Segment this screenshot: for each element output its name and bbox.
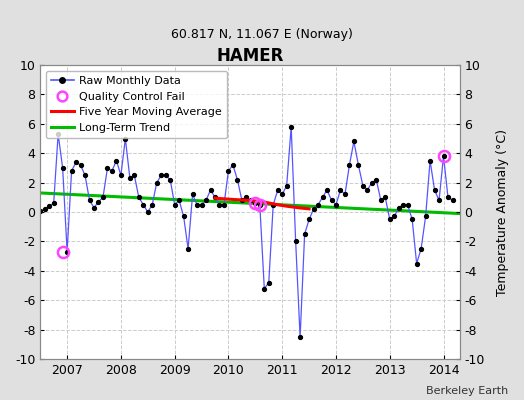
Title: HAMER: HAMER: [216, 47, 283, 65]
Text: Berkeley Earth: Berkeley Earth: [426, 386, 508, 396]
Legend: Raw Monthly Data, Quality Control Fail, Five Year Moving Average, Long-Term Tren: Raw Monthly Data, Quality Control Fail, …: [46, 70, 227, 138]
Text: 60.817 N, 11.067 E (Norway): 60.817 N, 11.067 E (Norway): [171, 28, 353, 41]
Y-axis label: Temperature Anomaly (°C): Temperature Anomaly (°C): [496, 128, 509, 296]
